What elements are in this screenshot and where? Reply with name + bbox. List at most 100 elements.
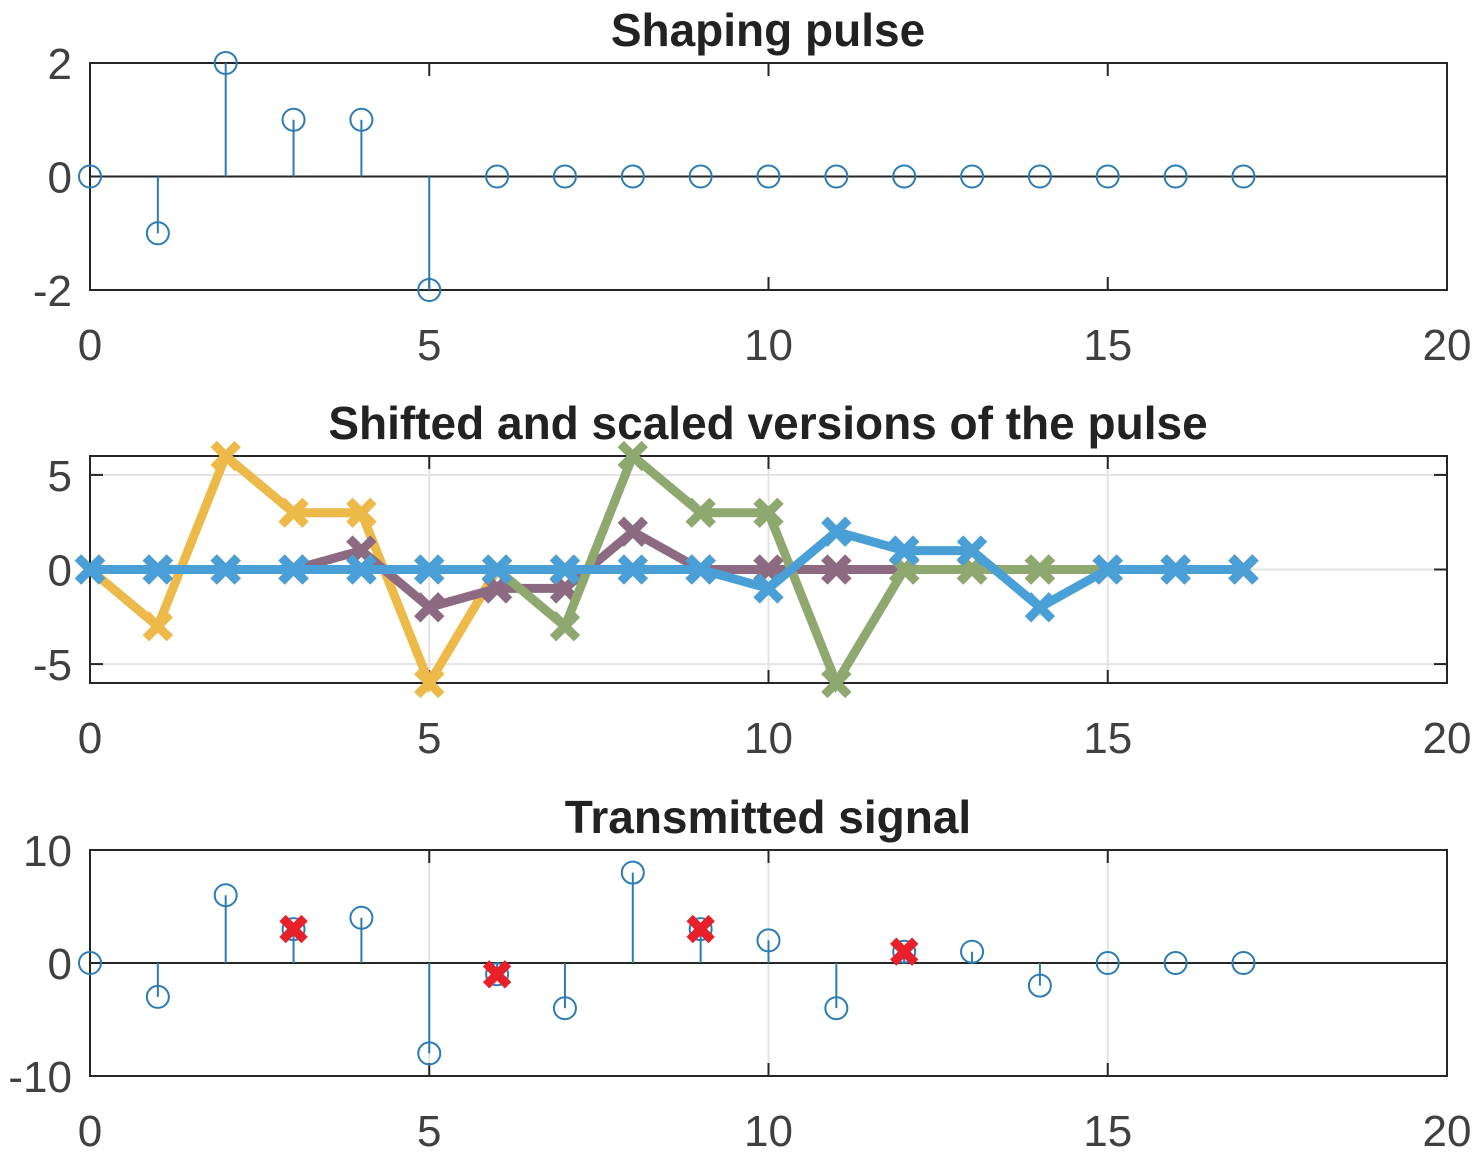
data-point-x-marker (685, 497, 716, 528)
y-tick-label: 0 (48, 154, 72, 203)
stem-marker (1163, 951, 1188, 975)
stem-marker (620, 164, 645, 189)
series-2 (279, 914, 919, 989)
x-tick-label: 5 (417, 321, 441, 370)
data-point-x-marker (74, 554, 106, 585)
y-tick-label: -5 (33, 641, 72, 690)
y-tick-label: 0 (48, 940, 72, 989)
data-point-x-marker (1024, 554, 1056, 585)
data-point-x-marker (414, 667, 445, 699)
data-point-x-marker (821, 554, 852, 585)
stem-marker (1163, 164, 1188, 189)
data-point-x-marker (142, 554, 174, 585)
data-point-x-marker (753, 573, 784, 604)
data-point-x-marker (821, 667, 852, 699)
chart-title: Shaping pulse (611, 4, 925, 56)
data-point-x-marker (142, 611, 174, 642)
stem-marker (213, 51, 238, 75)
stem-marker (892, 939, 917, 964)
stem-marker (349, 107, 374, 132)
stem-marker (1095, 164, 1120, 189)
x-tick-label: 10 (744, 714, 793, 763)
y-tick-label: 0 (48, 547, 72, 596)
data-point-x-marker (549, 611, 581, 642)
x-tick-label: 15 (1083, 1107, 1132, 1150)
symbol-x-marker (686, 914, 715, 944)
chart-title: Transmitted signal (565, 791, 971, 843)
x-tick-label: 0 (78, 321, 102, 370)
stem-marker (552, 164, 577, 189)
stem-marker (824, 164, 849, 189)
stem-marker (78, 951, 102, 975)
x-tick-label: 20 (1423, 1107, 1472, 1150)
symbol-x-marker (890, 937, 919, 966)
data-point-x-marker (1092, 554, 1123, 585)
data-point-x-marker (685, 554, 716, 585)
x-tick-label: 5 (417, 714, 441, 763)
stem-marker (1231, 164, 1256, 189)
stem-marker (281, 917, 306, 942)
stem-marker (620, 860, 645, 885)
x-tick-label: 20 (1423, 714, 1472, 763)
x-tick-label: 0 (78, 1107, 102, 1150)
stem-marker (349, 905, 374, 930)
data-point-x-marker (414, 592, 445, 623)
stem-marker (281, 107, 306, 132)
data-point-x-marker (753, 497, 784, 528)
series-4 (74, 516, 1259, 623)
x-tick-label: 20 (1423, 321, 1472, 370)
stem-marker (485, 164, 510, 189)
stem-marker (688, 164, 713, 189)
stem-marker (824, 996, 849, 1021)
stem-marker (1027, 973, 1052, 998)
stem-marker (417, 278, 442, 302)
x-tick-label: 5 (417, 1107, 441, 1150)
symbol-x-marker (279, 914, 308, 944)
data-point-x-marker (414, 554, 445, 585)
y-tick-label: 10 (23, 827, 72, 876)
data-point-x-marker (1160, 554, 1191, 585)
stem-marker (892, 164, 917, 189)
x-tick-label: 15 (1083, 714, 1132, 763)
data-point-x-marker (956, 535, 988, 566)
y-tick-label: 2 (48, 40, 72, 89)
data-point-x-marker (617, 440, 648, 472)
stem-marker (1027, 164, 1052, 189)
stem-marker (213, 883, 238, 908)
data-point-x-marker (617, 554, 648, 585)
data-point-x-marker (210, 554, 241, 585)
data-point-x-marker (210, 440, 241, 472)
chart-title: Shifted and scaled versions of the pulse (328, 397, 1207, 449)
data-point-x-marker (278, 554, 309, 585)
y-tick-label: -10 (8, 1053, 72, 1102)
stem-marker (756, 164, 781, 189)
stem-marker (552, 996, 577, 1021)
data-point-x-marker (481, 554, 513, 585)
data-point-x-marker (1228, 554, 1259, 585)
stem-marker (417, 1041, 442, 1066)
x-tick-label: 10 (744, 1107, 793, 1150)
stem-marker (78, 164, 102, 189)
stem-marker (1231, 951, 1256, 975)
data-point-x-marker (617, 516, 648, 547)
data-point-x-marker (278, 497, 309, 528)
stem-marker (145, 984, 170, 1009)
stem-marker (960, 939, 985, 964)
data-point-x-marker (346, 497, 377, 528)
data-point-x-marker (1024, 592, 1056, 623)
stem-marker (1095, 951, 1120, 975)
y-tick-label: 5 (48, 452, 72, 501)
x-tick-label: 10 (744, 321, 793, 370)
data-point-x-marker (889, 535, 920, 566)
y-tick-label: -2 (33, 267, 72, 316)
stem-marker (960, 164, 985, 189)
data-point-x-marker (821, 516, 852, 547)
stem-marker (145, 221, 170, 246)
stem-marker (756, 928, 781, 953)
x-tick-label: 0 (78, 714, 102, 763)
series-1 (78, 51, 1256, 302)
